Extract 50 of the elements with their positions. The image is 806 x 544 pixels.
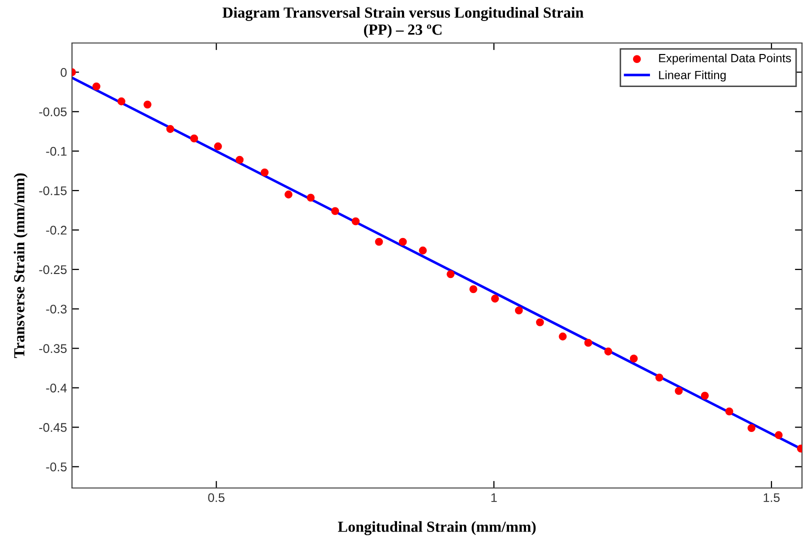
point [260,168,269,176]
point [558,332,567,340]
point [398,238,407,246]
y-tick-label: -0.35 [39,344,67,353]
x-tick-label: 0.5 [208,493,224,502]
y-tick-label: -0.3 [46,304,67,314]
point [375,238,383,246]
y-tick-label: -0.1 [46,146,67,156]
point [331,207,340,216]
point [166,125,174,133]
point [584,338,592,347]
point [306,194,315,202]
point [604,348,612,356]
y-tick-label: -0.2 [46,226,67,235]
y-tick-label: -0.45 [39,423,67,432]
y-axis-title: Transverse Strain (mm/mm) [14,173,28,358]
chart-title: Diagram Transversal Strain versus Longitudinal Strain [222,7,584,21]
point [446,270,455,278]
y-tick-label: 0 [60,68,67,77]
point [674,387,683,395]
point [655,374,664,382]
y-tick-label: -0.25 [39,265,67,274]
point [491,294,499,303]
point [725,408,734,416]
y-tick-label: -0.05 [39,107,67,116]
y-tick-label: -0.15 [39,186,67,196]
point [700,392,709,400]
x-tick-label: 1.5 [764,493,780,502]
point [418,246,427,254]
point [144,100,152,108]
point [352,217,360,226]
chart-subtitle: (PP) – 23 ºC [364,24,442,38]
point [214,142,222,150]
point [514,306,523,314]
point [748,424,756,432]
point [630,354,638,363]
y-tick-label: -0.5 [46,462,67,472]
point [536,318,544,326]
x-axis-title: Longitudinal Strain (mm/mm) [338,521,536,536]
point [774,431,783,440]
point [284,190,292,198]
legend-label: Experimental Data Points [659,54,791,65]
point [469,285,478,294]
legend-label: Linear Fitting [659,70,726,82]
point [92,82,100,90]
point [190,134,198,142]
point [236,156,244,164]
y-tick-label: -0.4 [46,384,67,392]
point [117,97,126,106]
x-tick-label: 1 [491,493,497,502]
